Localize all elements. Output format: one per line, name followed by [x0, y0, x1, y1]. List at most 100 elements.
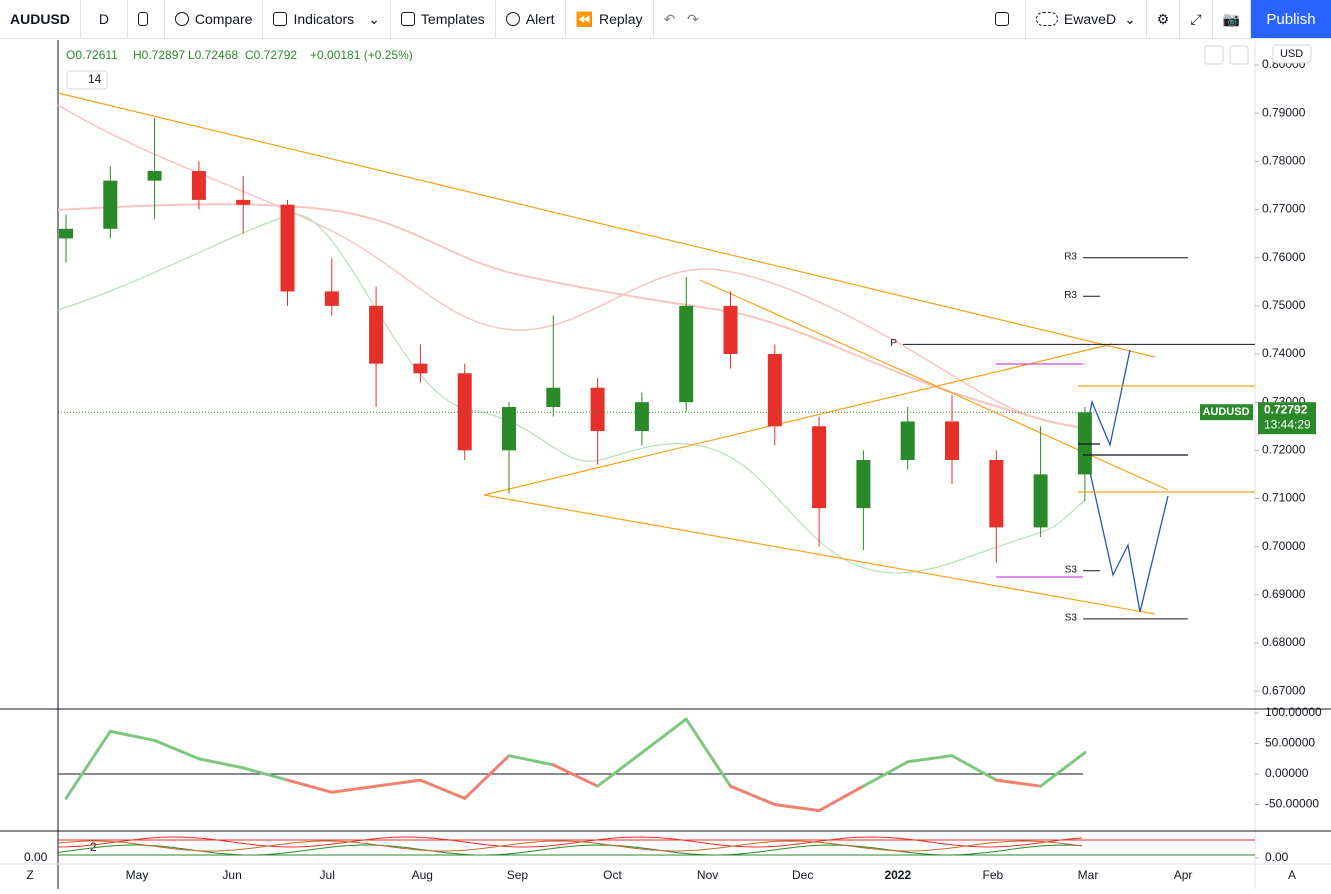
- label: Templates: [420, 11, 485, 27]
- indicator-segment: [197, 757, 245, 770]
- indicator-segment: [463, 754, 511, 800]
- candle-body: [236, 199, 251, 205]
- price-badge: [1258, 402, 1316, 435]
- symbol-badge-label: AUDUSD: [1202, 406, 1249, 418]
- candle-body: [767, 354, 782, 427]
- y-tick-label: 0.78000: [1262, 154, 1306, 168]
- pivot-label: R3: [1064, 251, 1077, 262]
- x-tick-label: Nov: [697, 868, 718, 882]
- icon: [1035, 12, 1058, 26]
- icon: [400, 12, 415, 26]
- candle-body: [191, 170, 206, 200]
- label: Alert: [525, 11, 555, 27]
- candle-body: [900, 421, 915, 460]
- candle-body: [502, 406, 516, 451]
- y-tick-label: 0.00000: [1265, 766, 1309, 780]
- y-tick-label-left: 0.00: [24, 850, 48, 864]
- legend-high: H0.72897: [133, 48, 185, 62]
- indicator-segment: [640, 717, 688, 755]
- indicator-segment: [551, 763, 600, 788]
- indicator-segment: [507, 754, 555, 767]
- indicator-segment: [861, 760, 910, 788]
- y-tick-label: 0.68000: [1262, 635, 1306, 649]
- x-tick-label: Jun: [222, 868, 241, 882]
- snapshot-button[interactable]: 📷: [1213, 0, 1251, 38]
- last-price: 0.72792: [1264, 402, 1308, 416]
- symbol[interactable]: AUDUSD: [0, 0, 81, 38]
- settings-button[interactable]: ⚙: [1147, 0, 1181, 38]
- y-tick-label: 0.00: [1265, 850, 1289, 864]
- plot: 0.67000 0.68000 0.69000 0.70000 0.71000 0.720…: [24, 57, 1322, 882]
- indicator-segment: [994, 778, 1043, 788]
- undo-redo[interactable]: ↶ ↷: [663, 10, 699, 27]
- indicator-segment: [950, 754, 998, 782]
- reset-button[interactable]: [1229, 45, 1249, 65]
- candle-body: [457, 373, 472, 451]
- y-tick-label: -50.00000: [1265, 797, 1319, 811]
- candle-body: [324, 291, 339, 306]
- y-tick-label: 0.75000: [1262, 298, 1306, 312]
- projection-path: [1084, 449, 1169, 613]
- candle-body: [812, 426, 827, 509]
- label: EwaveD: [1063, 11, 1117, 27]
- indicator-segment: [108, 729, 157, 742]
- study-box[interactable]: [66, 70, 108, 90]
- candle-body: [856, 459, 871, 509]
- candle-body: [679, 305, 694, 403]
- x-tick-label: Aug: [412, 868, 433, 882]
- indicator-segment: [153, 738, 201, 761]
- indicators-button[interactable]: Indicators ⌄: [263, 0, 391, 38]
- band: [57, 203, 1086, 429]
- replay-button[interactable]: ⏪ Replay: [566, 0, 654, 38]
- symbol-badge: [1200, 404, 1253, 421]
- indicator-segment: [817, 784, 865, 813]
- band: [57, 104, 1086, 431]
- publish-button[interactable]: Publish: [1251, 0, 1331, 38]
- oscillator-label: 2: [90, 840, 97, 854]
- x-tick-label: Dec: [792, 868, 813, 882]
- candle-body: [147, 170, 162, 181]
- candle-body: [634, 402, 649, 432]
- y-tick-label: 50.00000: [1265, 736, 1315, 750]
- expand-button[interactable]: ⤢: [1180, 0, 1213, 38]
- label: Compare: [194, 11, 253, 27]
- candle-body: [546, 387, 561, 407]
- trendline: [483, 343, 1113, 496]
- chart-type[interactable]: [128, 0, 165, 38]
- trendline: [483, 494, 1156, 615]
- label: Indicators: [293, 11, 355, 27]
- indicator-segment: [64, 729, 112, 800]
- x-tick-label: Mar: [1078, 868, 1099, 882]
- alert-button[interactable]: Alert: [496, 0, 566, 38]
- indicator-segment: [906, 754, 954, 764]
- indicator-segment: [418, 778, 467, 800]
- candle-body: [280, 204, 295, 292]
- y-tick-label: 100.00000: [1265, 705, 1322, 719]
- layout-button[interactable]: EwaveD ⌄: [1026, 0, 1147, 38]
- pivot-label: S3: [1065, 564, 1078, 575]
- scroll-button[interactable]: [1204, 45, 1224, 65]
- corner-right: A: [1288, 868, 1296, 882]
- candle-body: [590, 387, 605, 432]
- fullscreen-toggle[interactable]: [985, 0, 1026, 38]
- candle-body: [1077, 412, 1092, 475]
- trendline: [57, 92, 1156, 358]
- x-tick-label: Apr: [1174, 868, 1193, 882]
- x-tick-label: Jul: [320, 868, 335, 882]
- icon: [174, 12, 189, 26]
- compare-button[interactable]: Compare: [165, 0, 264, 38]
- currency-box[interactable]: [1272, 44, 1312, 64]
- pivot-label: S3: [1065, 613, 1078, 624]
- pivot-label: R3: [1064, 290, 1077, 301]
- label: Replay: [598, 11, 643, 27]
- templates-button[interactable]: Templates: [391, 0, 496, 38]
- interval[interactable]: D: [81, 0, 128, 38]
- pivot-label: P: [890, 338, 897, 349]
- y-tick-label: 0.74000: [1262, 346, 1306, 360]
- candle-body: [1033, 474, 1048, 528]
- y-tick-label: 0.79000: [1262, 105, 1306, 119]
- indicator-segment: [684, 717, 732, 788]
- candle-body: [103, 180, 118, 229]
- x-tick-label: Oct: [603, 868, 622, 882]
